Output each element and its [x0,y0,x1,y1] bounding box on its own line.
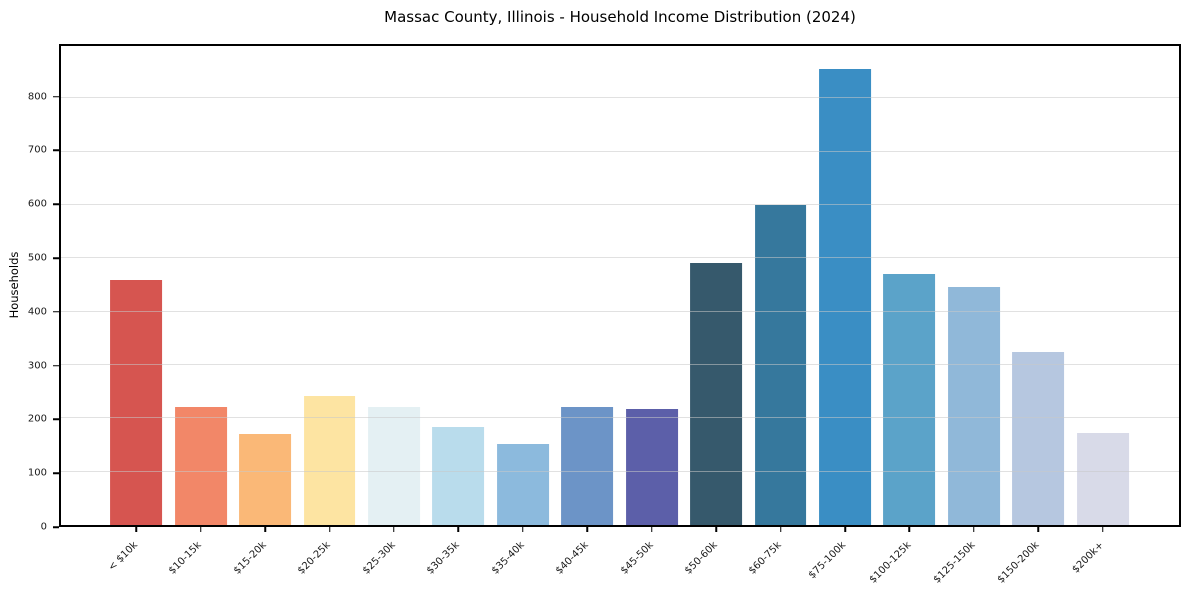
x-tick-label: $200k+ [1070,539,1107,576]
y-tick-label: 100 [27,467,47,479]
y-tick-mark [53,311,59,313]
bar-slot: $50-60k [683,46,748,577]
x-tick-label: $15-20k [231,539,269,577]
x-tick-mark [199,527,202,532]
bar-slot: $200k+ [1071,46,1135,576]
x-tick-label: $100-125k [867,539,914,586]
bars-layer: < $10k $10-15k $15-20k $20-25k $25-30k $30-35… [104,46,1135,586]
bar [819,68,871,525]
y-tick-mark [53,95,59,98]
x-tick-mark [715,527,717,532]
y-tick-label: 600 [27,198,47,210]
bar-slot: $40-45k [554,46,619,577]
bar [625,408,678,525]
bar [110,279,163,525]
bar-slot: $150-200k [996,46,1070,586]
x-tick-mark [328,527,331,532]
bar [368,406,420,525]
x-tick-label: $150-200k [995,539,1042,586]
y-tick-label: 800 [27,91,47,103]
x-tick-mark [586,527,589,532]
bar-slot: $35-40k [489,46,555,577]
bar [561,406,614,525]
y-tick-mark [53,472,59,474]
bar [1012,352,1065,525]
y-tick-mark [53,364,59,367]
bar [432,427,485,525]
bar [496,444,549,525]
x-tick-label: $25-30k [360,539,398,577]
bar-slot: $75-100k [807,46,877,581]
x-tick-label: $35-40k [489,539,527,577]
x-tick-mark [522,527,524,532]
x-tick-label: $30-35k [425,539,462,577]
bar-slot: < $10k [104,46,168,573]
bar [690,262,743,525]
bar [947,287,1000,525]
x-tick-label: $40-45k [553,539,591,577]
bar-slot: $45-50k [618,46,684,577]
y-axis: 0 100 200 300 400 500 600 700 800 [0,44,59,533]
bar [1076,432,1129,525]
y-tick-label: 0 [40,521,47,533]
bar-slot: $15-20k [232,46,297,577]
y-tick-label: 200 [27,413,47,425]
y-tick-mark [53,526,59,528]
x-tick-mark [393,527,395,532]
bar [239,434,292,525]
x-tick-mark [779,527,782,532]
y-tick-mark [53,149,59,152]
y-tick-label: 400 [27,306,47,318]
bar [174,406,227,525]
x-tick-mark [135,527,137,532]
bar [303,396,356,525]
x-tick-mark [264,527,266,532]
x-tick-mark [650,527,653,532]
y-tick-label: 300 [27,360,47,372]
x-tick-mark [457,527,460,532]
chart-title: Massac County, Illinois - Household Inco… [384,8,856,26]
x-tick-label: $50-60k [682,539,720,577]
bar [883,274,936,525]
x-tick-label: < $10k [106,539,140,574]
plot-area: < $10k $10-15k $15-20k $20-25k $25-30k $30-35… [59,44,1181,586]
x-tick-mark [1102,527,1104,532]
bar-slot: $10-15k [167,46,232,577]
y-tick-mark [53,203,59,206]
bar-slot: $30-35k [425,46,490,577]
x-tick-label: $45-50k [618,539,656,577]
bar-slot: $25-30k [361,46,426,577]
bar-slot: $100-125k [867,46,941,586]
x-tick-mark [908,527,911,532]
x-tick-label: $20-25k [296,539,334,577]
x-tick-mark [973,527,975,532]
bar-slot: $60-75k [747,46,812,577]
x-tick-label: $10-15k [167,539,205,577]
bar-slot: $20-25k [296,46,361,577]
x-tick-label: $75-100k [807,539,849,582]
y-tick-label: 500 [27,252,47,264]
x-tick-mark [844,527,846,532]
x-tick-label: $125-150k [931,539,978,586]
bar [754,204,807,525]
x-tick-label: $60-75k [747,539,785,577]
x-tick-mark [1037,527,1040,532]
y-tick-label: 700 [27,144,47,156]
y-tick-mark [53,418,59,421]
y-tick-mark [53,257,59,259]
bar-slot: $125-150k [932,46,1006,586]
